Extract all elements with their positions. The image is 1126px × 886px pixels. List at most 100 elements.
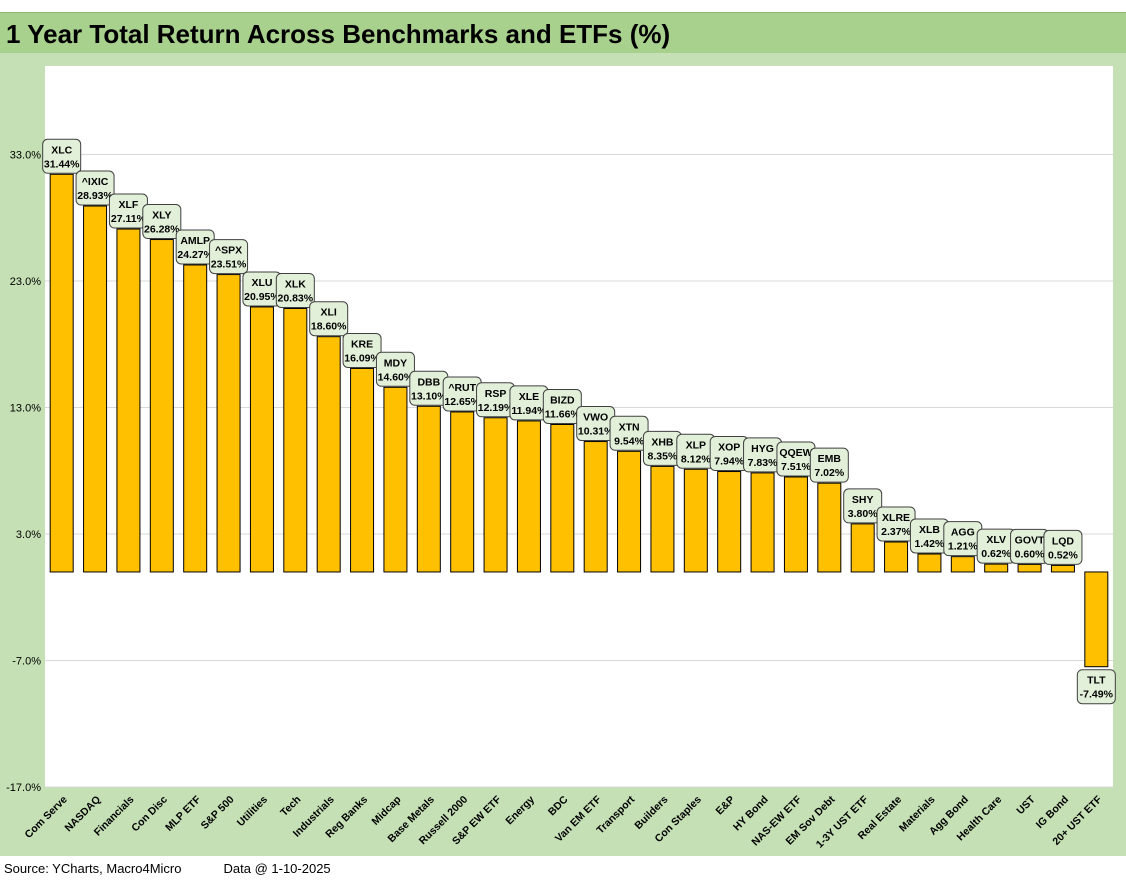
- bar: [817, 482, 842, 573]
- bar: [249, 306, 274, 573]
- data-label: 12.65%: [444, 396, 480, 408]
- data-label-box: [843, 488, 883, 524]
- bar: [917, 553, 942, 573]
- ticker-label: BIZD: [550, 394, 575, 406]
- data-label: 16.09%: [344, 352, 380, 364]
- x-tick-label: S&P 500: [199, 794, 237, 832]
- data-label: 18.60%: [311, 321, 347, 333]
- bar: [149, 239, 174, 573]
- data-label: 20.95%: [244, 291, 280, 303]
- ticker-label: ^SPX: [215, 245, 242, 257]
- ticker-label: XOP: [718, 442, 740, 454]
- title-bar: 1 Year Total Return Across Benchmarks an…: [0, 12, 1126, 54]
- data-label-box: [75, 170, 115, 206]
- data-label: 1.21%: [948, 541, 978, 553]
- bar: [850, 523, 875, 573]
- ticker-label: DBB: [417, 376, 440, 388]
- bar: [1050, 564, 1075, 573]
- data-label-box: [342, 332, 382, 368]
- bar: [116, 228, 141, 573]
- data-label: 1.42%: [915, 538, 945, 550]
- data-label: 20.83%: [278, 292, 314, 304]
- data-label: 11.94%: [511, 405, 547, 417]
- ticker-label: XLV: [986, 534, 1006, 546]
- data-label-box: [42, 138, 82, 174]
- bar: [550, 423, 575, 573]
- data-label: 9.54%: [614, 435, 644, 447]
- ticker-label: VWO: [583, 412, 608, 424]
- bar: [183, 264, 208, 573]
- ticker-label: XTN: [619, 421, 640, 433]
- bar: [683, 468, 708, 573]
- y-tick-label: -17.0%: [6, 782, 41, 794]
- ticker-label: XLY: [152, 210, 171, 222]
- bar: [783, 476, 808, 573]
- ticker-label: GOVT: [1015, 534, 1045, 546]
- ticker-label: HYG: [751, 443, 774, 455]
- bar: [416, 405, 441, 573]
- bar: [450, 411, 475, 573]
- bar-chart: -17.0% -7.0% 3.0% 13.0% 23.0% 33.0% XLC 31.44% C…: [6, 66, 1116, 851]
- ticker-label: ^RUT: [448, 382, 476, 394]
- bar: [49, 173, 74, 573]
- ticker-label: XLRE: [882, 512, 910, 524]
- ticker-label: XLE: [519, 391, 539, 403]
- data-label: 28.93%: [77, 190, 113, 202]
- x-tick-label: Utilities: [235, 794, 270, 829]
- ticker-label: XLF: [119, 199, 139, 211]
- x-tick-label: E&P: [714, 794, 738, 818]
- data-label: 10.31%: [578, 426, 614, 438]
- ticker-label: QQEW: [779, 447, 812, 459]
- data-label: 0.60%: [1015, 548, 1045, 560]
- bar: [984, 563, 1009, 573]
- data-label-box: [275, 272, 315, 308]
- bar: [516, 420, 541, 573]
- bar: [950, 556, 975, 573]
- bar: [83, 205, 108, 573]
- data-label: 12.19%: [478, 402, 514, 414]
- data-label: 0.62%: [981, 548, 1011, 560]
- data-label-box: [375, 351, 415, 387]
- data-label: 7.83%: [748, 457, 778, 469]
- ticker-label: AGG: [951, 527, 975, 539]
- data-label: 8.12%: [681, 453, 711, 465]
- data-label: -7.49%: [1080, 689, 1114, 701]
- bar: [583, 441, 608, 573]
- data-label: 26.28%: [144, 224, 180, 236]
- ticker-label: RSP: [485, 388, 507, 400]
- data-label-box: [1043, 529, 1083, 565]
- data-label-box: [809, 447, 849, 483]
- data-label: 14.60%: [378, 371, 414, 383]
- bar: [283, 307, 308, 573]
- data-label: 27.11%: [111, 213, 147, 225]
- data-label: 13.10%: [411, 390, 447, 402]
- ticker-label: XLU: [251, 277, 272, 289]
- ticker-label: XLC: [51, 144, 72, 156]
- data-label-box: [209, 239, 249, 275]
- bar: [216, 274, 241, 573]
- data-label: 7.51%: [781, 461, 811, 473]
- ticker-label: XLB: [919, 524, 940, 536]
- y-tick-label: -7.0%: [12, 656, 41, 668]
- ticker-label: AMLP: [180, 235, 210, 247]
- data-label: 11.66%: [545, 408, 581, 420]
- ticker-label: XLP: [686, 439, 706, 451]
- bar: [383, 386, 408, 573]
- y-tick-label: 33.0%: [10, 150, 41, 162]
- ticker-label: XLK: [285, 278, 306, 290]
- x-tick-label: BDC: [546, 793, 571, 818]
- x-tick-label: Con Disc: [129, 794, 170, 835]
- bar: [1017, 563, 1042, 573]
- ticker-label: XHB: [651, 436, 674, 448]
- data-label-box: [1076, 669, 1116, 705]
- data-label-box: [309, 301, 349, 337]
- footer: Source: YCharts, Macro4Micro Data @ 1-10-…: [4, 861, 331, 876]
- ticker-label: MDY: [384, 357, 407, 369]
- y-tick-label: 13.0%: [10, 403, 41, 415]
- ticker-label: EMB: [818, 453, 842, 465]
- ticker-label: LQD: [1052, 535, 1075, 547]
- ticker-label: XLI: [321, 307, 337, 319]
- data-date: Data @ 1-10-2025: [223, 861, 331, 876]
- data-label: 7.02%: [814, 467, 844, 479]
